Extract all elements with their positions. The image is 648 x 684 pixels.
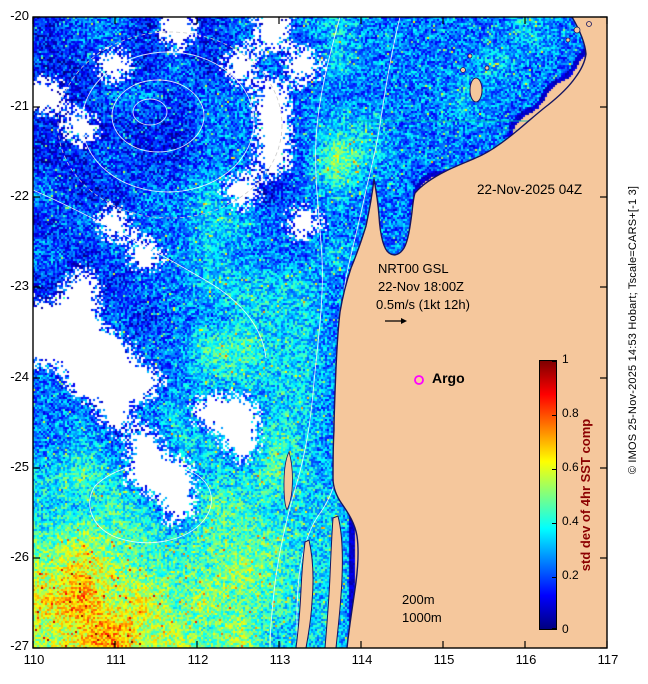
colorbar-tick-label: 0.4 <box>562 514 579 528</box>
credit-line: © IMOS 25-Nov-2025 14:53 Hobart; Tscale=… <box>626 185 639 475</box>
x-tick-label: 111 <box>106 652 126 667</box>
colorbar-tick <box>552 361 556 362</box>
x-tick-label: 115 <box>433 652 455 667</box>
landmass <box>283 16 607 649</box>
colorbar <box>539 360 557 630</box>
x-tick-label: 112 <box>187 652 209 667</box>
islet <box>467 53 473 59</box>
barrow-island <box>469 77 483 103</box>
eddy-contour <box>111 79 205 153</box>
mainland-fill <box>333 17 607 648</box>
x-tick-label: 117 <box>597 652 619 667</box>
islet <box>573 26 581 34</box>
islet <box>565 37 571 43</box>
argo-label: Argo <box>432 370 465 386</box>
eddy-contour <box>89 463 212 544</box>
x-tick-label: 110 <box>23 652 45 667</box>
y-tick-label: -20 <box>10 8 29 23</box>
axis-tick-marks <box>32 16 608 649</box>
model-time-label: 22-Nov 18:00Z <box>378 279 464 294</box>
y-tick-label: -25 <box>10 459 29 474</box>
y-tick-label: -26 <box>10 549 29 564</box>
analysis-date-label: 22-Nov-2025 04Z <box>477 182 583 197</box>
peron-peninsula <box>324 515 343 649</box>
plot-frame <box>32 16 608 649</box>
colorbar-tick <box>552 469 556 470</box>
argo-marker-icon <box>414 375 424 385</box>
x-tick-label: 116 <box>515 652 537 667</box>
y-tick-label: -22 <box>10 188 29 203</box>
contour-legend-1000m: 1000m <box>402 610 442 625</box>
x-tick-label: 114 <box>351 652 373 667</box>
outer-eddy-contour <box>57 31 283 219</box>
dirk-hartog-island <box>295 539 314 649</box>
colorbar-tick-label: 0 <box>562 622 569 636</box>
colorbar-tick-label: 0.6 <box>562 460 579 474</box>
y-tick-label: -21 <box>10 98 29 113</box>
colorbar-tick-label: 0.2 <box>562 568 579 582</box>
y-tick-label: -27 <box>10 638 29 653</box>
colorbar-tick-label: 0.8 <box>562 406 579 420</box>
y-tick-label: -24 <box>10 369 29 384</box>
colorbar-tick-label: 1 <box>562 352 569 366</box>
colorbar-tick <box>552 577 556 578</box>
islet <box>460 67 466 73</box>
eddy-contour <box>132 98 168 126</box>
islet <box>484 65 490 71</box>
colorbar-tick <box>552 628 556 629</box>
y-tick-label: -23 <box>10 278 29 293</box>
x-tick-label: 113 <box>269 652 291 667</box>
eddy-contour <box>81 51 255 193</box>
velocity-scale-label: 0.5m/s (1kt 12h) <box>376 297 470 312</box>
velocity-arrow <box>385 318 407 324</box>
colorbar-tick <box>552 415 556 416</box>
front-contour <box>32 189 267 359</box>
model-name-label: NRT00 GSL <box>378 261 449 276</box>
islet <box>586 21 592 27</box>
bernier-island <box>283 450 293 511</box>
colorbar-gradient <box>540 361 556 629</box>
coastline <box>332 16 587 649</box>
colorbar-title: std dev of 4hr SST comp <box>577 418 593 572</box>
colorbar-tick <box>552 523 556 524</box>
contour-legend-200m: 200m <box>402 592 435 607</box>
depth-contour-1000m <box>269 16 341 649</box>
